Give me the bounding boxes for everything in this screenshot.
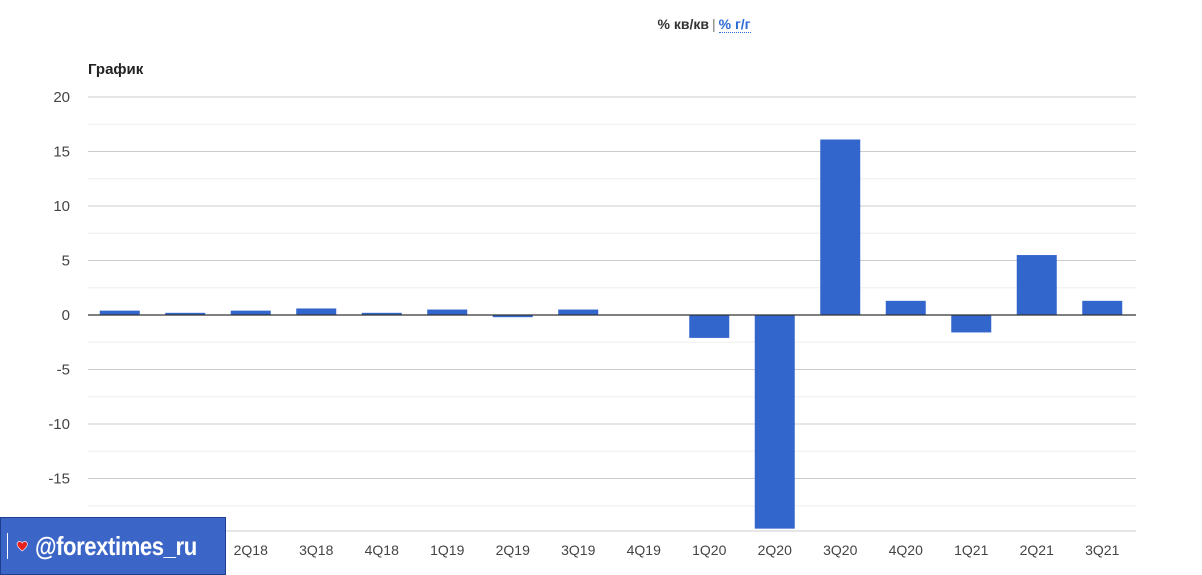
bar-4Q18 bbox=[361, 312, 402, 315]
x-tick-label: 4Q19 bbox=[627, 542, 661, 558]
y-tick-label: 0 bbox=[62, 307, 70, 324]
y-tick-label: 5 bbox=[62, 253, 70, 270]
watermark: @forextimes_ru bbox=[0, 517, 226, 575]
toggle-separator: | bbox=[711, 16, 716, 32]
y-tick-label: -5 bbox=[57, 362, 70, 379]
y-tick-label: -15 bbox=[48, 471, 70, 488]
bar-3Q20 bbox=[820, 139, 861, 315]
x-tick-label: 3Q21 bbox=[1085, 542, 1119, 558]
bar-4Q20 bbox=[885, 300, 926, 315]
bar-3Q18 bbox=[296, 308, 337, 315]
bar-2Q19 bbox=[492, 315, 533, 318]
x-tick-label: 2Q21 bbox=[1020, 542, 1054, 558]
y-tick-label: -10 bbox=[48, 416, 70, 433]
bar-1Q21 bbox=[951, 315, 992, 333]
x-tick-label: 2Q19 bbox=[496, 542, 530, 558]
mode-toggle: % кв/кв |% г/г bbox=[0, 16, 1202, 33]
y-tick-label: 10 bbox=[53, 198, 70, 215]
y-tick-label: 15 bbox=[53, 144, 70, 161]
x-tick-label: 4Q20 bbox=[889, 542, 923, 558]
yoy-link[interactable]: % г/г bbox=[718, 16, 751, 33]
x-tick-label: 1Q21 bbox=[954, 542, 988, 558]
qoq-tab[interactable]: % кв/кв bbox=[657, 16, 709, 32]
x-tick-label: 2Q18 bbox=[234, 542, 268, 558]
chart-title: График bbox=[88, 61, 144, 78]
x-tick-label: 3Q18 bbox=[299, 542, 333, 558]
bar-1Q19 bbox=[427, 309, 468, 315]
x-tick-label: 3Q20 bbox=[823, 542, 857, 558]
watermark-separator bbox=[7, 533, 9, 559]
x-tick-label: 4Q18 bbox=[365, 542, 399, 558]
bar-1Q20 bbox=[689, 315, 730, 338]
x-tick-label: 2Q20 bbox=[758, 542, 792, 558]
x-tick-label: 1Q19 bbox=[430, 542, 464, 558]
bar-1Q18 bbox=[165, 312, 206, 315]
bar-3Q21 bbox=[1082, 300, 1123, 315]
bar-3Q19 bbox=[558, 309, 599, 315]
bar-2Q18 bbox=[230, 310, 271, 315]
bar-2Q20 bbox=[754, 315, 795, 529]
watermark-handle: @forextimes_ru bbox=[34, 530, 197, 561]
x-tick-label: 1Q20 bbox=[692, 542, 726, 558]
x-tick-label: 3Q19 bbox=[561, 542, 595, 558]
bar-2Q21 bbox=[1016, 255, 1057, 315]
y-tick-label: 20 bbox=[53, 89, 70, 106]
heart-icon bbox=[16, 541, 28, 552]
bar-4Q17 bbox=[99, 310, 140, 315]
